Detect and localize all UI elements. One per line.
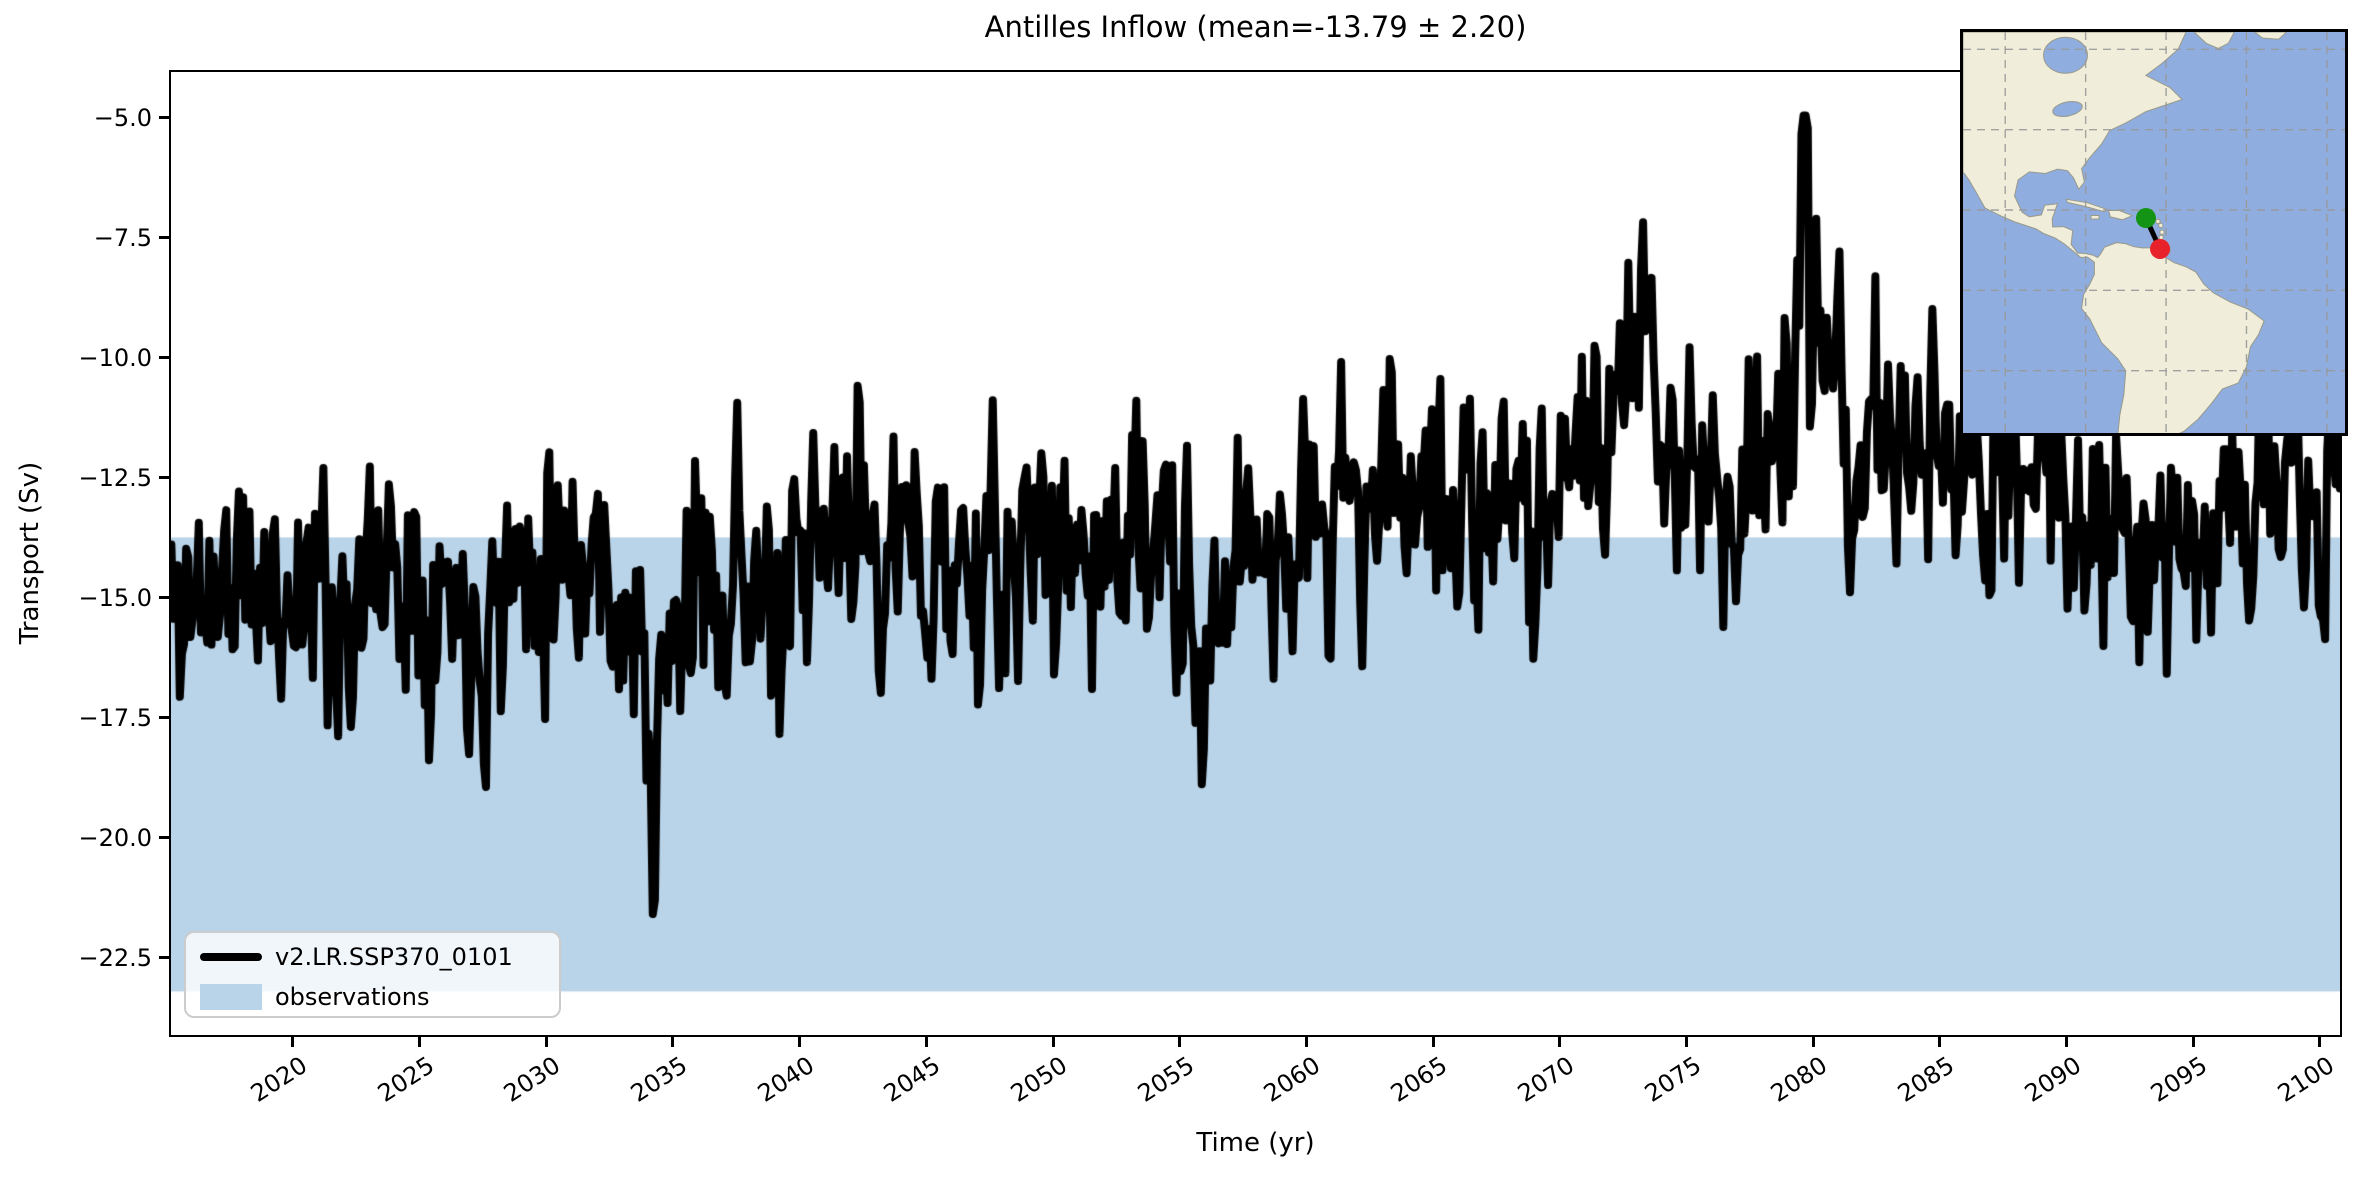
x-tick-label: 2045 — [879, 1051, 946, 1108]
x-tick-label: 2090 — [2019, 1051, 2086, 1108]
y-tick-label: −5.0 — [93, 103, 152, 132]
x-tick-label: 2085 — [1892, 1051, 1960, 1108]
legend-patch-swatch — [200, 984, 262, 1010]
map-gridlines — [1963, 32, 2345, 433]
x-tick-label: 2095 — [2146, 1051, 2213, 1108]
x-tick-label: 2070 — [1512, 1051, 1580, 1108]
chart-title: Antilles Inflow (mean=-13.79 ± 2.20) — [984, 10, 1527, 44]
x-tick-label: 2075 — [1639, 1051, 1706, 1108]
x-tick — [2318, 1037, 2322, 1047]
map-land-northeast-blob — [2253, 32, 2288, 40]
y-tick — [159, 236, 169, 240]
y-tick — [159, 476, 169, 480]
x-tick — [1431, 1037, 1435, 1047]
x-tick — [1051, 1037, 1055, 1047]
map-island-lesser-antilles — [2155, 218, 2161, 225]
y-tick-label: −10.0 — [78, 343, 152, 372]
inset-map — [1960, 29, 2348, 436]
legend-label-series: v2.LR.SSP370_0101 — [275, 943, 513, 971]
legend-entry-observations: observations — [186, 977, 559, 1017]
x-tick-label: 2035 — [625, 1051, 693, 1108]
map-inland-water — [2043, 36, 2088, 118]
y-tick-label: −20.0 — [78, 823, 152, 852]
map-land-greenland — [2193, 32, 2235, 50]
y-tick-label: −7.5 — [93, 223, 152, 252]
x-tick-label: 2025 — [372, 1051, 439, 1108]
map-hudson-bay — [2043, 36, 2088, 74]
y-tick-label: −17.5 — [78, 703, 152, 732]
legend-line-swatch — [200, 953, 262, 961]
x-tick — [1811, 1037, 1815, 1047]
y-tick-label: −15.0 — [78, 583, 152, 612]
x-tick-label: 2100 — [2272, 1051, 2340, 1108]
y-tick-label: −12.5 — [78, 463, 152, 492]
x-tick-label: 2050 — [1005, 1051, 1073, 1108]
x-tick — [924, 1037, 928, 1047]
y-tick — [159, 356, 169, 360]
legend-entry-series: v2.LR.SSP370_0101 — [186, 937, 559, 977]
x-tick — [291, 1037, 295, 1047]
map-island-lesser-antilles — [2159, 229, 2165, 235]
x-tick-label: 2020 — [245, 1051, 313, 1108]
map-great-lakes — [2052, 100, 2083, 118]
x-tick — [1558, 1037, 1562, 1047]
x-tick — [1304, 1037, 1308, 1047]
x-tick-label: 2065 — [1385, 1051, 1453, 1108]
x-tick — [671, 1037, 675, 1047]
y-tick — [159, 836, 169, 840]
y-tick — [159, 596, 169, 600]
x-tick — [1178, 1037, 1182, 1047]
legend: v2.LR.SSP370_0101 observations — [184, 931, 561, 1018]
map-section — [2135, 208, 2171, 259]
x-tick-label: 2030 — [499, 1051, 566, 1108]
x-tick-label: 2040 — [752, 1051, 819, 1108]
x-axis-label: Time (yr) — [1196, 1128, 1315, 1158]
x-tick — [544, 1037, 548, 1047]
map-marker-section-end — [2150, 238, 2171, 259]
x-tick-label: 2060 — [1259, 1051, 1326, 1108]
y-tick — [159, 116, 169, 120]
x-tick-label: 2080 — [1765, 1051, 1833, 1108]
legend-label-observations: observations — [275, 983, 430, 1011]
y-tick-label: −22.5 — [78, 943, 152, 972]
x-tick — [798, 1037, 802, 1047]
y-tick — [159, 716, 169, 720]
map-island-jamaica — [2090, 215, 2100, 220]
x-tick-label: 2055 — [1132, 1051, 1199, 1108]
map-island-cuba — [2065, 198, 2108, 213]
x-tick — [2065, 1037, 2069, 1047]
map-marker-section-start — [2135, 208, 2156, 229]
y-tick — [159, 956, 169, 960]
x-tick — [418, 1037, 422, 1047]
map-island-lesser-antilles — [2158, 222, 2164, 229]
x-tick — [2191, 1037, 2195, 1047]
x-tick — [1938, 1037, 1942, 1047]
map-island-lesser-antilles — [2158, 234, 2164, 241]
x-tick — [1685, 1037, 1688, 1047]
